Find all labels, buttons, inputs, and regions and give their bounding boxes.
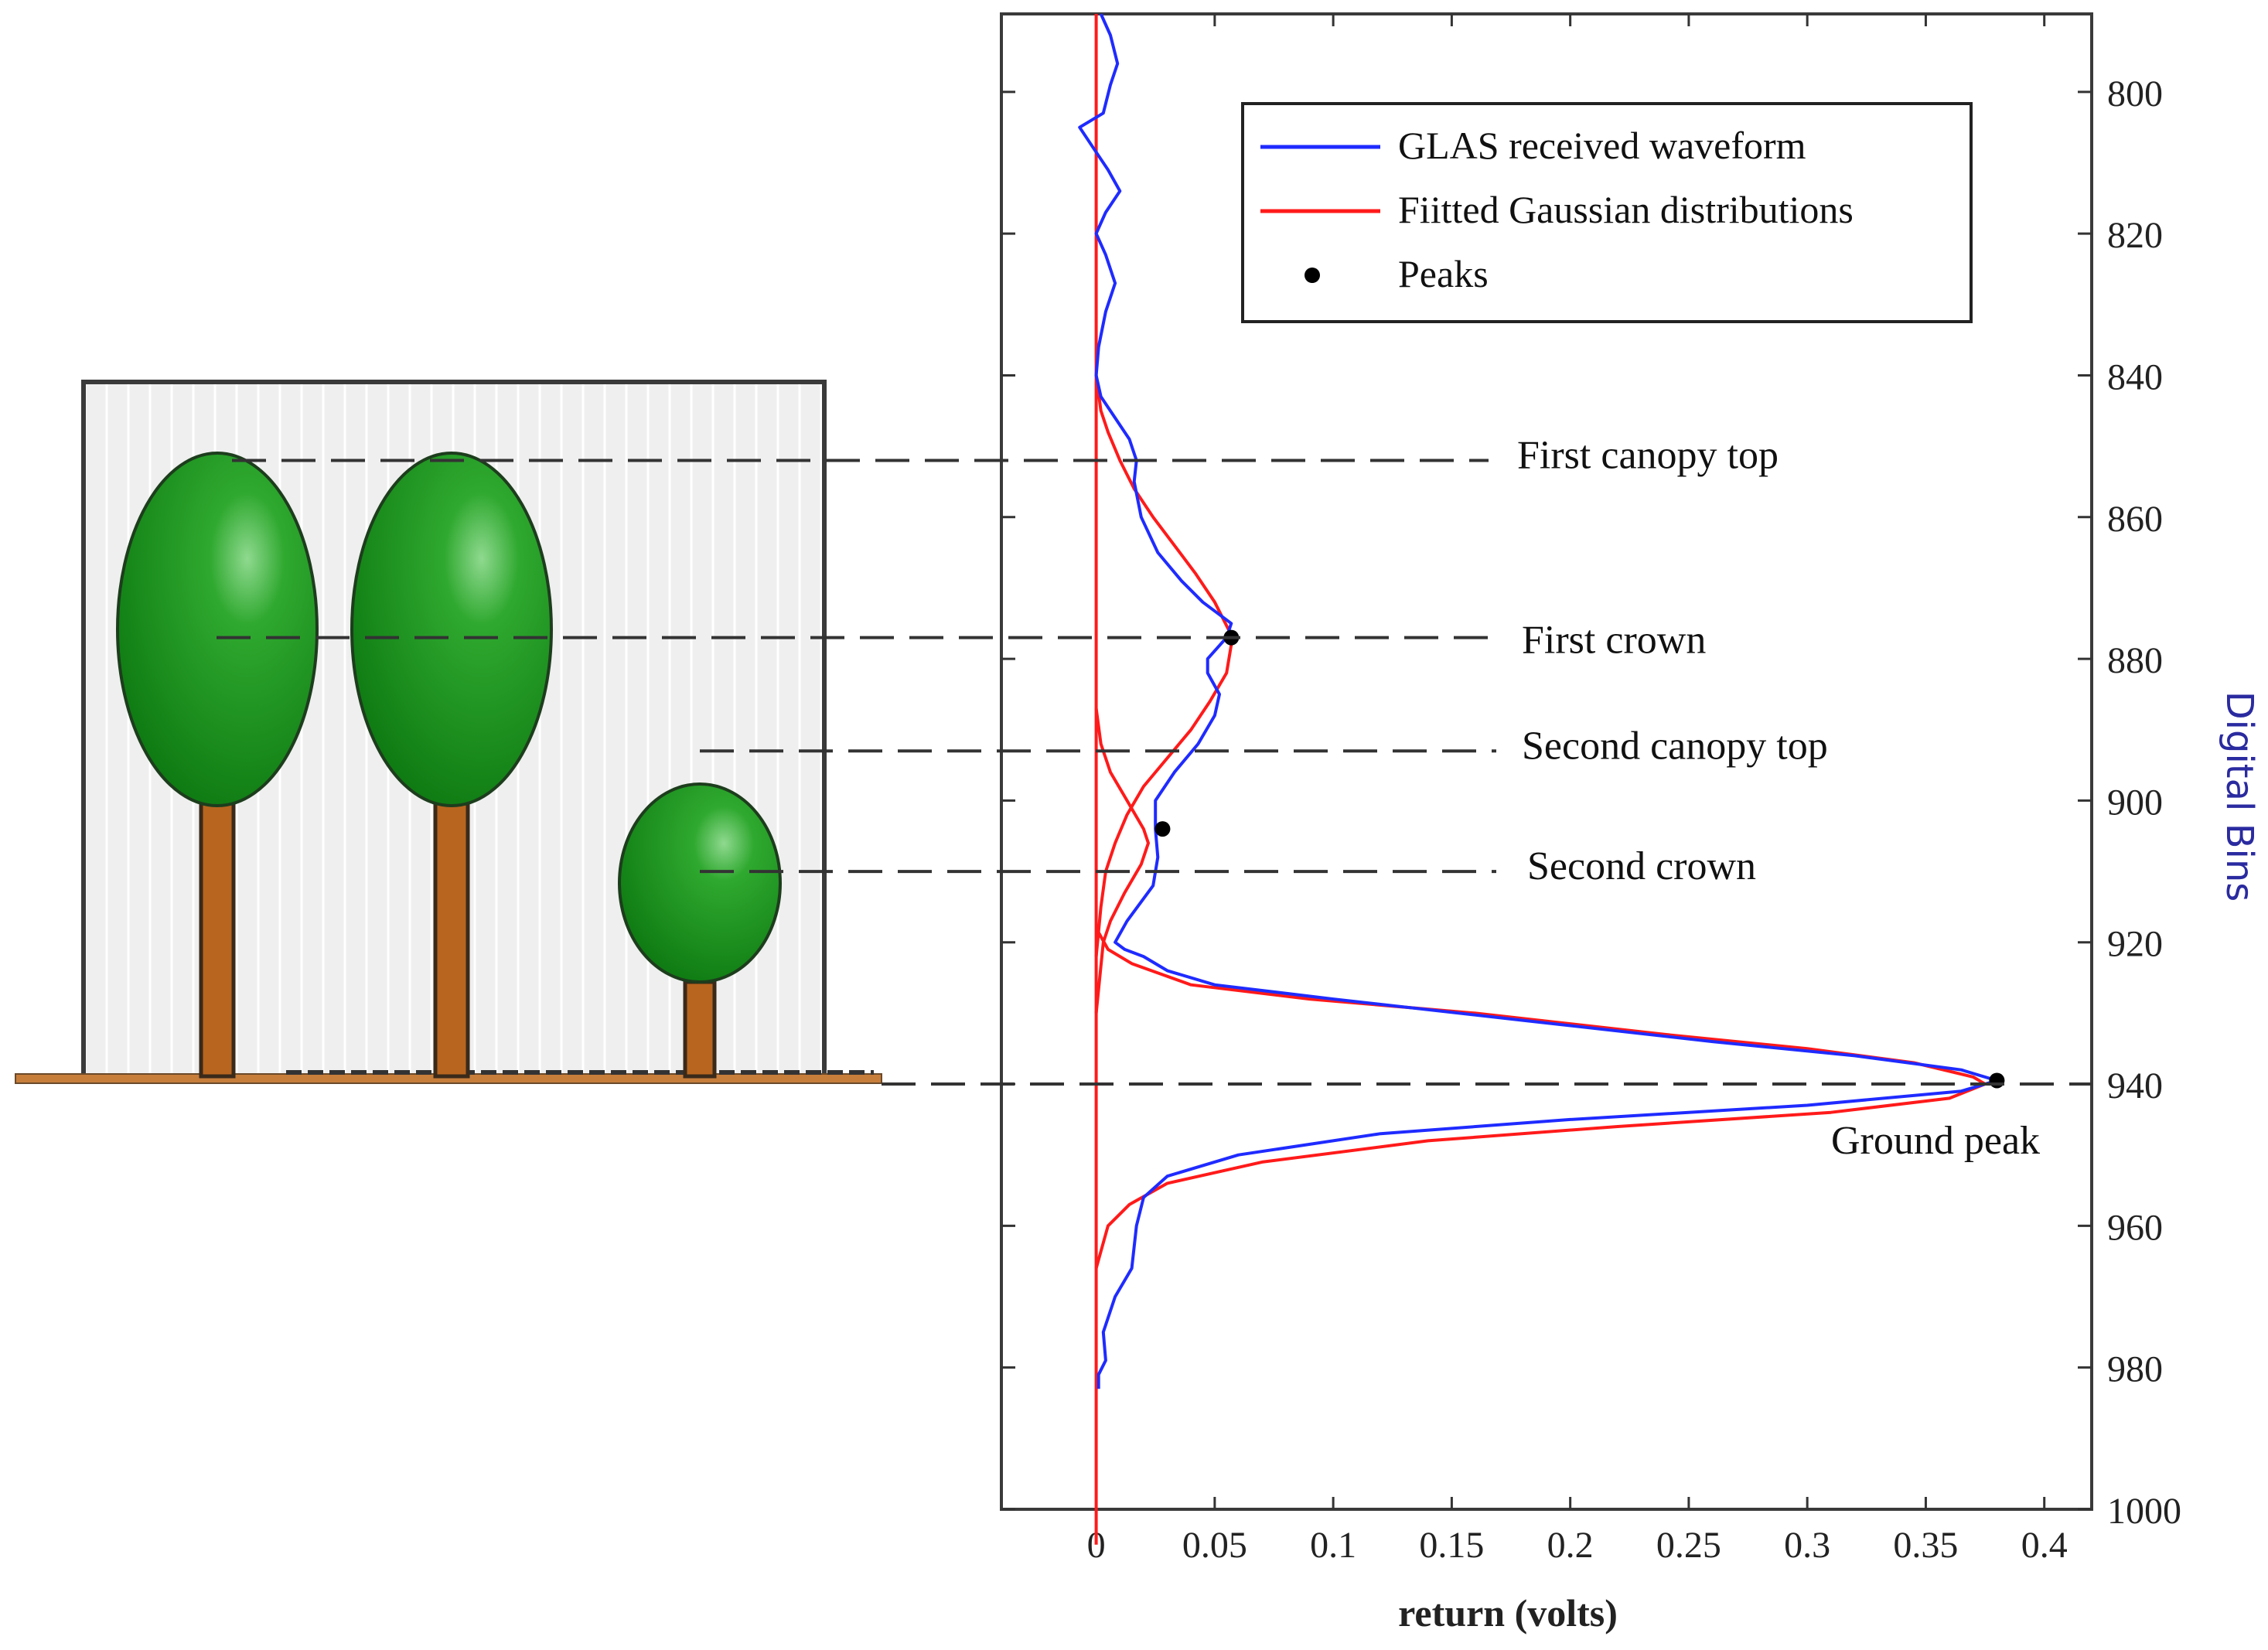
- tree-1-trunk: [199, 799, 236, 1079]
- peak-point: [1989, 1072, 2005, 1089]
- peak-point: [1154, 821, 1171, 837]
- tree-3-crown: [618, 782, 782, 984]
- y-tick-label: 920: [2107, 924, 2163, 965]
- annotation-ground-peak: Ground peak: [1831, 1119, 2040, 1163]
- x-tick-label: 0.15: [1419, 1525, 1484, 1566]
- annotation-lines: [217, 459, 2092, 1086]
- legend-swatch-peaks: [1305, 268, 1320, 283]
- series-fitted-gaussian-second-crown: [1094, 708, 1150, 1014]
- x-tick-label: 0.2: [1547, 1525, 1594, 1566]
- forest-illustration: [15, 380, 882, 1084]
- legend-label-waveform: GLAS received waveform: [1398, 124, 1806, 167]
- legend: GLAS received waveform Fiitted Gaussian …: [1241, 102, 1973, 323]
- y-tick-label: 1000: [2107, 1491, 2181, 1532]
- tree-2-crown: [350, 452, 553, 807]
- annotation-first-canopy-top: First canopy top: [1517, 433, 1779, 477]
- annotation-labels: First canopy top First crown Second canopy…: [1517, 433, 2040, 1163]
- series-glas-received-waveform: [1078, 13, 1999, 1389]
- y-tick-label: 960: [2107, 1207, 2163, 1248]
- y-tick-label: 800: [2107, 73, 2163, 114]
- tree-3-trunk: [683, 980, 717, 1079]
- y-tick-label: 900: [2107, 782, 2163, 823]
- annotation-second-crown: Second crown: [1527, 844, 1756, 888]
- plot-area-frame: [1000, 12, 2093, 1511]
- y-axis-label: Digital Bins: [2218, 691, 2261, 902]
- legend-label-gaussian: Fiitted Gaussian distributions: [1398, 188, 1854, 231]
- series-fitted-gaussian-first-crown: [1094, 375, 1233, 957]
- y-tick-label: 860: [2107, 499, 2163, 540]
- y-tick-label: 840: [2107, 356, 2163, 397]
- x-tick-label: 0.35: [1893, 1525, 1958, 1566]
- y-tick-label: 940: [2107, 1065, 2163, 1106]
- y-tick-label: 880: [2107, 640, 2163, 681]
- x-tick-label: 0.1: [1310, 1525, 1356, 1566]
- x-tick-label: 0.3: [1784, 1525, 1830, 1566]
- x-tick-label: 0.4: [2021, 1525, 2068, 1566]
- tree-2-trunk: [433, 799, 470, 1079]
- x-axis: 0 0.05 0.1 0.15 0.2 0.25 0.3 0.35 0.4: [1087, 14, 2068, 1566]
- annotation-first-crown: First crown: [1522, 619, 1706, 663]
- x-axis-label: return (volts): [1398, 1591, 1618, 1635]
- y-tick-label: 820: [2107, 215, 2163, 256]
- waveform-chart: 0 0.05 0.1 0.15 0.2 0.25 0.3 0.35 0.4 8008208408…: [217, 12, 2261, 1635]
- series-fitted-gaussian-ground: [1094, 927, 1987, 1269]
- tree-1-crown: [116, 452, 319, 807]
- y-axis: 800 820 840 860 880 900 920 940 960 980 1000: [1001, 73, 2181, 1532]
- y-tick-label: 980: [2107, 1349, 2163, 1390]
- x-tick-label: 0.05: [1182, 1525, 1247, 1566]
- series-layer: [1078, 13, 1999, 1545]
- legend-label-peaks: Peaks: [1398, 252, 1489, 295]
- annotation-second-canopy-top: Second canopy top: [1522, 724, 1828, 768]
- x-tick-label: 0.25: [1656, 1525, 1721, 1566]
